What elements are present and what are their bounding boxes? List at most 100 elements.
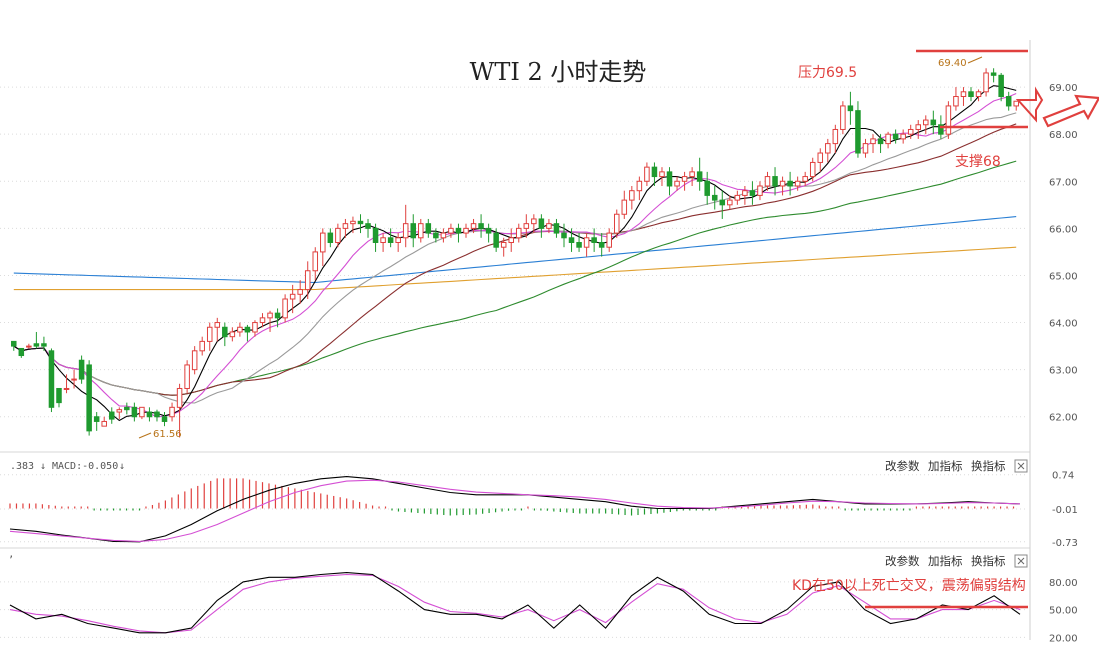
candle bbox=[500, 237, 507, 257]
candle-body bbox=[86, 364, 92, 432]
candle-body bbox=[516, 227, 522, 239]
candle-body bbox=[282, 298, 288, 319]
candle bbox=[229, 327, 236, 342]
candle-body bbox=[297, 289, 303, 295]
candle bbox=[516, 223, 522, 243]
candle bbox=[146, 407, 153, 422]
candle bbox=[802, 171, 808, 186]
candle bbox=[304, 261, 311, 300]
candle-body bbox=[629, 190, 635, 201]
candle-body bbox=[169, 406, 175, 418]
candle bbox=[742, 185, 748, 205]
candle-body bbox=[124, 406, 130, 411]
candle bbox=[274, 308, 281, 328]
candle bbox=[478, 214, 484, 238]
candle-body bbox=[885, 133, 891, 145]
candle-body bbox=[116, 409, 123, 413]
macd-close-icon[interactable] bbox=[1014, 459, 1028, 473]
candle-body bbox=[719, 199, 726, 206]
candle bbox=[71, 369, 77, 389]
candle bbox=[704, 171, 710, 205]
candle bbox=[395, 233, 401, 252]
candle-body bbox=[990, 72, 997, 76]
candle-body bbox=[772, 176, 778, 187]
candle bbox=[613, 209, 620, 238]
candle-body bbox=[78, 359, 85, 380]
candle bbox=[124, 402, 130, 415]
candle bbox=[387, 228, 394, 248]
candle-body bbox=[915, 124, 922, 130]
macd-lines bbox=[9, 476, 1021, 543]
candle bbox=[191, 346, 198, 375]
candle-body bbox=[546, 223, 552, 229]
candle-body bbox=[222, 326, 228, 338]
candle bbox=[719, 190, 726, 219]
candle bbox=[1005, 91, 1012, 111]
candle-body bbox=[636, 180, 643, 192]
candle bbox=[629, 185, 635, 210]
candle bbox=[923, 115, 929, 135]
candle bbox=[598, 233, 605, 257]
candle bbox=[764, 171, 771, 191]
candle bbox=[267, 310, 273, 332]
candle-body bbox=[440, 232, 447, 239]
kd-close-icon[interactable] bbox=[1014, 554, 1028, 568]
macd-down-arrow-icon: ↓ bbox=[40, 461, 46, 472]
candle-body bbox=[433, 232, 439, 239]
moving-average-lines bbox=[13, 85, 1017, 422]
kd-add-indicator-button[interactable]: 加指标 bbox=[928, 554, 963, 568]
candle bbox=[749, 181, 756, 205]
candle-body bbox=[199, 340, 205, 352]
macd-add-indicator-button[interactable]: 加指标 bbox=[928, 459, 963, 473]
candle-body bbox=[63, 387, 70, 390]
candle-body bbox=[817, 152, 824, 163]
macd-gridlines bbox=[0, 474, 1028, 543]
main-y-tick: 65.00 bbox=[1049, 271, 1078, 282]
candle bbox=[689, 167, 695, 186]
candle bbox=[727, 195, 733, 210]
candle-body bbox=[184, 364, 190, 389]
candle-body bbox=[274, 312, 281, 319]
kd-switch-indicator-button[interactable]: 换指标 bbox=[971, 554, 1006, 568]
candle-body bbox=[923, 119, 929, 126]
candle bbox=[11, 340, 17, 351]
kd-y-tick: 50.00 bbox=[1049, 606, 1078, 617]
candle-body bbox=[538, 218, 545, 229]
candle-body bbox=[71, 378, 77, 381]
candle bbox=[18, 347, 25, 358]
candle bbox=[621, 190, 628, 219]
candle-body bbox=[666, 171, 673, 187]
kd-change-params-button[interactable]: 改参数 bbox=[885, 554, 920, 568]
candle bbox=[787, 171, 793, 196]
candle-body bbox=[425, 223, 432, 234]
candle-body bbox=[108, 411, 115, 420]
candle bbox=[448, 223, 454, 238]
candle-body bbox=[267, 312, 273, 319]
candle bbox=[350, 216, 356, 234]
ma30-line bbox=[13, 123, 1017, 396]
macd-change-params-button[interactable]: 改参数 bbox=[885, 459, 920, 473]
candle-body bbox=[395, 237, 401, 243]
candle-body bbox=[787, 180, 793, 187]
candle-body bbox=[742, 190, 748, 196]
candle-body bbox=[689, 171, 695, 178]
candle bbox=[870, 134, 876, 154]
candle-body bbox=[493, 232, 499, 248]
candle-body bbox=[681, 176, 688, 182]
candle bbox=[523, 214, 530, 238]
macd-switch-indicator-button[interactable]: 换指标 bbox=[971, 459, 1006, 473]
candle bbox=[809, 157, 816, 182]
candle bbox=[154, 409, 160, 422]
candle-body bbox=[470, 223, 477, 229]
candle bbox=[847, 91, 854, 125]
candle bbox=[199, 336, 205, 356]
candle bbox=[402, 204, 409, 248]
candle bbox=[380, 233, 386, 252]
candle-body bbox=[531, 218, 537, 225]
macd-prefix-value: .383 bbox=[10, 461, 34, 472]
kd-comment: KD在50以上死亡交叉，震荡偏弱结构 bbox=[792, 577, 1026, 594]
candle bbox=[531, 214, 537, 234]
candle-body bbox=[757, 185, 763, 196]
candle-body bbox=[621, 199, 628, 215]
candle bbox=[342, 218, 349, 238]
